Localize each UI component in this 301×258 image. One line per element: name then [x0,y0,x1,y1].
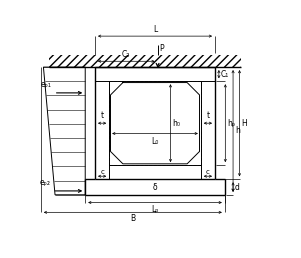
Text: c: c [206,169,210,175]
Text: δ: δ [153,183,157,191]
Text: H: H [242,119,247,128]
Text: B: B [130,214,135,223]
Text: t: t [206,111,209,120]
Text: c: c [100,169,104,175]
Text: h₀: h₀ [172,119,181,128]
Text: P: P [160,44,164,53]
Text: d: d [235,183,240,191]
Text: C₁: C₁ [220,70,228,79]
Bar [48,55,241,67]
Text: L: L [153,25,157,34]
Text: eₚ₁: eₚ₁ [41,80,52,89]
Text: C₂: C₂ [122,50,131,59]
Text: hₚ: hₚ [227,119,235,128]
Text: L₀: L₀ [151,137,159,146]
Text: t: t [101,111,104,120]
Text: eₚ₂: eₚ₂ [39,178,51,187]
Text: Lₚ: Lₚ [151,205,159,214]
Text: h: h [235,126,240,135]
